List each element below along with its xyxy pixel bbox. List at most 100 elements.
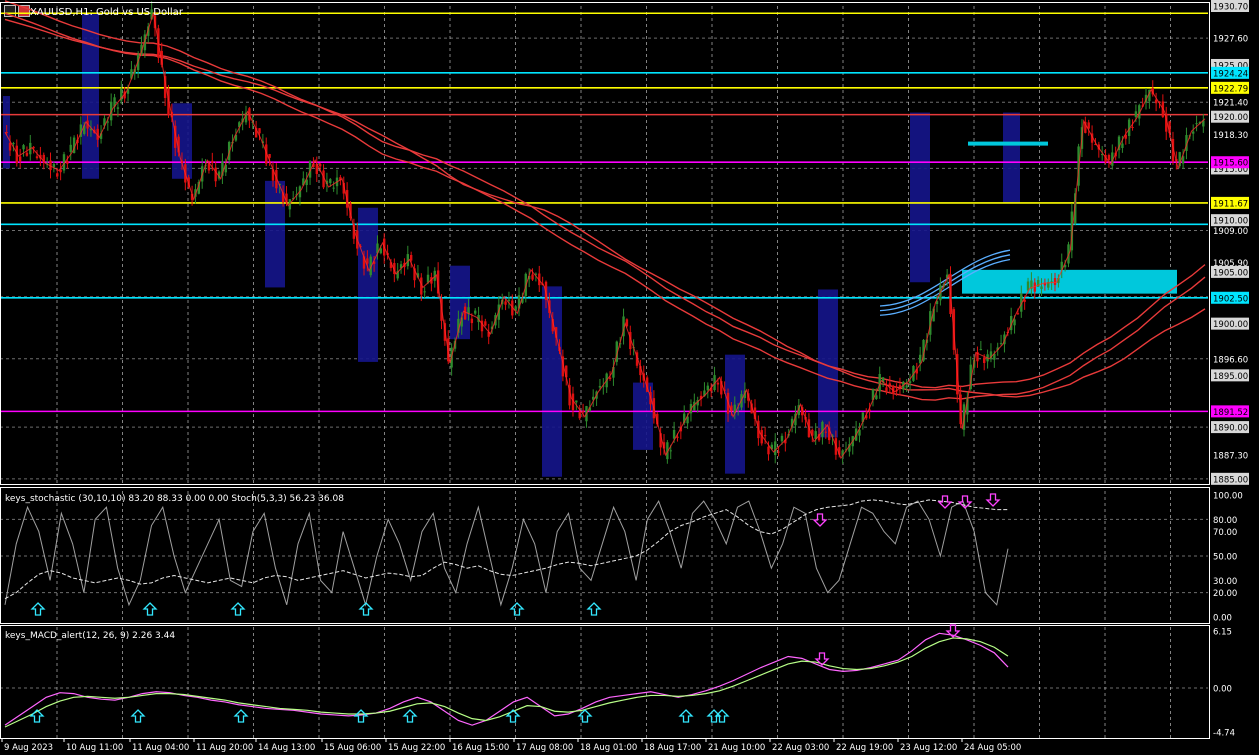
candle-body xyxy=(733,404,736,414)
price-tick-label: 1896.60 xyxy=(1213,355,1248,365)
candle-body xyxy=(460,317,463,327)
candle-body xyxy=(683,413,686,424)
candle-body xyxy=(1202,120,1205,127)
candle-body xyxy=(602,385,605,387)
zones xyxy=(879,141,1177,316)
candle-body xyxy=(15,145,18,164)
candle-body xyxy=(52,163,56,168)
candle-body xyxy=(1020,293,1023,312)
arrow-up-icon xyxy=(577,709,593,723)
candle-body xyxy=(656,413,659,425)
candle-body xyxy=(261,141,265,143)
candle-body xyxy=(409,255,413,261)
level-price-box xyxy=(1211,81,1249,94)
candle-body xyxy=(639,366,642,376)
candle-body xyxy=(244,112,248,123)
candle-body xyxy=(1107,155,1111,161)
moving-average-line xyxy=(4,18,1206,398)
candle-body xyxy=(814,431,817,439)
candle-body xyxy=(467,307,470,314)
candle-body xyxy=(116,107,120,109)
candle-body xyxy=(413,268,416,281)
arrow-up-icon xyxy=(29,709,45,723)
candle-body xyxy=(56,173,59,177)
candle-body xyxy=(83,125,86,134)
candle-body xyxy=(858,429,861,436)
candle-body xyxy=(1050,281,1053,283)
panel-borders xyxy=(0,2,1210,739)
candle-body xyxy=(207,163,211,171)
candle-body xyxy=(784,439,787,444)
candle-body xyxy=(302,178,305,186)
candle-body xyxy=(318,163,322,167)
candle-body xyxy=(1121,143,1124,148)
candle-body xyxy=(608,377,612,379)
time-tick-label: 11 Aug 04:00 xyxy=(132,743,189,753)
candle-body xyxy=(258,128,261,134)
candle-body xyxy=(194,189,197,197)
candle-body xyxy=(275,170,278,189)
stoch-tick-label: 50.00 xyxy=(1213,553,1237,563)
candle-body xyxy=(123,91,126,99)
candle-body xyxy=(1104,155,1107,163)
candle-body xyxy=(696,400,699,406)
candle-body xyxy=(935,301,939,305)
candle-body xyxy=(686,416,689,424)
candle-body xyxy=(389,262,393,268)
candle-body xyxy=(339,177,342,181)
candle-body xyxy=(999,343,1003,345)
candle-body xyxy=(12,143,15,145)
candle-body xyxy=(932,308,935,322)
macd-tick-label: 0.00 xyxy=(1213,685,1232,695)
candle-body xyxy=(1168,121,1171,134)
macd-tick-label: -4.74 xyxy=(1213,729,1235,739)
candle-body xyxy=(821,421,824,437)
moving-averages xyxy=(4,0,1206,401)
candle-body xyxy=(625,319,629,327)
candle-body xyxy=(554,327,558,338)
candle-body xyxy=(767,446,770,455)
candle-body xyxy=(1127,119,1131,136)
signal-box xyxy=(633,382,653,450)
arrow-down-icon xyxy=(812,513,828,527)
candle-body xyxy=(996,347,999,351)
stoch-tick-label: 70.00 xyxy=(1213,528,1237,538)
candle-body xyxy=(565,365,568,378)
candle-body xyxy=(1171,138,1175,162)
candle-body xyxy=(1030,280,1033,289)
candle-body xyxy=(561,356,565,377)
candle-body xyxy=(1047,282,1050,288)
candle-body xyxy=(126,89,130,94)
candle-body xyxy=(32,147,35,149)
channel-line xyxy=(879,254,1011,312)
candle-body xyxy=(59,169,62,173)
panel-border xyxy=(0,625,1210,739)
candle-body xyxy=(699,395,703,399)
signal-box xyxy=(1003,112,1020,203)
candle-body xyxy=(416,273,420,278)
candle-body xyxy=(369,256,372,276)
candle-body xyxy=(372,261,376,264)
price-tick-label: 1895.00 xyxy=(1213,372,1248,382)
candle-body xyxy=(811,429,814,436)
channel-line xyxy=(879,258,1011,316)
channel-line xyxy=(879,249,1011,307)
candle-body xyxy=(96,128,99,140)
level-price-box xyxy=(1211,156,1249,169)
candle-body xyxy=(103,118,106,126)
supply-zone xyxy=(962,269,1177,294)
candle-body xyxy=(433,270,436,281)
candle-body xyxy=(679,427,683,432)
candle-body xyxy=(39,154,42,159)
candle-body xyxy=(143,34,147,51)
candle-body xyxy=(25,152,29,156)
candle-body xyxy=(133,69,136,74)
candle-body xyxy=(871,388,875,400)
arrow-up-icon xyxy=(586,602,602,616)
candle-body xyxy=(865,415,868,419)
candle-body xyxy=(1023,299,1026,302)
candle-body xyxy=(265,144,268,164)
candle-body xyxy=(763,435,767,437)
candle-body xyxy=(79,124,83,137)
